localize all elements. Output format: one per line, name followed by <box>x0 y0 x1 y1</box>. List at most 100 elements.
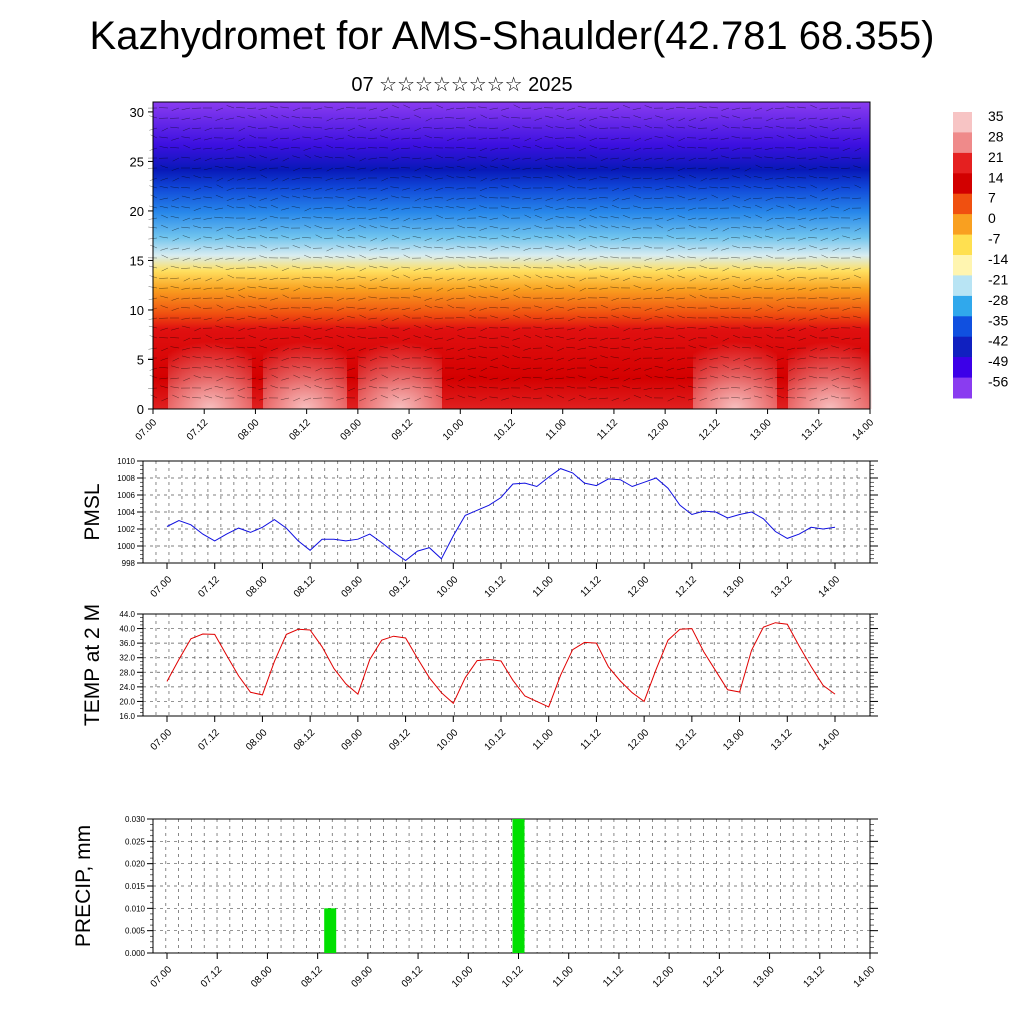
chart-subtitle: 07 ☆☆☆☆☆☆☆☆ 2025 <box>351 74 573 96</box>
colorbar-label: -56 <box>988 374 1008 390</box>
x-tick-label: 08.00 <box>244 574 270 600</box>
y-axis-label: TEMP at 2 M <box>81 604 104 726</box>
x-tick-label: 08.12 <box>299 964 325 990</box>
x-tick-label: 13.00 <box>721 727 747 753</box>
x-tick-label: 13.00 <box>748 417 774 443</box>
y-tick-label: 30 <box>130 105 144 120</box>
y-tick-label: 1002 <box>117 525 135 534</box>
temp-panel: 16.0 20.0 24.0 28.0 32.0 36.0 40.0 44.0 07.00 07.… <box>81 604 878 753</box>
y-tick-label: 0.005 <box>125 927 146 936</box>
colorbar-swatch <box>953 193 972 215</box>
y-tick-label: 1006 <box>117 491 135 500</box>
colorbar-label: -49 <box>988 353 1008 369</box>
y-tick-label: 36.0 <box>119 639 135 648</box>
y-tick-label: 10 <box>130 303 144 318</box>
x-tick-label: 14.00 <box>817 574 843 600</box>
x-tick-label: 08.12 <box>292 727 318 753</box>
warm-surface-area <box>358 334 442 409</box>
x-tick-label: 10.12 <box>483 727 509 753</box>
colorbar-swatch <box>953 377 972 399</box>
x-tick-label: 10.00 <box>435 727 461 753</box>
gridlines <box>142 461 871 563</box>
x-tick-label: 07.00 <box>149 964 175 990</box>
x-tick-label: 12.00 <box>626 727 652 753</box>
colorbar-label: -28 <box>988 292 1008 308</box>
x-tick-label: 12.00 <box>646 417 672 443</box>
x-tick-label: 08.00 <box>244 727 270 753</box>
gridlines <box>142 614 871 716</box>
temp-line <box>166 622 836 708</box>
x-tick-label: 10.00 <box>450 964 476 990</box>
colorbar-label: -21 <box>988 271 1008 287</box>
colorbar-swatch <box>953 152 972 174</box>
x-tick-label: 14.00 <box>817 727 843 753</box>
x-tick-label: 07.00 <box>149 727 175 753</box>
colorbar-label: 14 <box>988 169 1004 185</box>
y-tick-label: 32.0 <box>119 654 135 663</box>
x-tick-label: 07.12 <box>185 417 211 443</box>
x-tick-label: 12.12 <box>674 574 700 600</box>
x-tick-label: 09.12 <box>387 574 413 600</box>
y-axis-label: PMSL <box>81 483 104 540</box>
colorbar-label: 0 <box>988 210 996 226</box>
heatmap-panel: 0 5 10 15 20 25 30 07.00 07.12 08.00 08.12 09.00 09.… <box>130 101 876 443</box>
y-tick-label: 1008 <box>117 474 135 483</box>
colorbar-swatch <box>953 214 972 235</box>
x-tick-label: 07.12 <box>196 574 222 600</box>
x-tick-label: 09.00 <box>350 964 376 990</box>
x-tick-label: 11.12 <box>579 574 604 599</box>
precip-panel: 0.000 0.005 0.010 0.015 0.020 0.025 0.030 07.00… <box>72 815 878 990</box>
colorbar-label: -14 <box>988 251 1008 267</box>
x-tick-label: 07.12 <box>196 727 222 753</box>
x-tick-label: 09.00 <box>340 727 366 753</box>
y-tick-label: 0.020 <box>125 860 146 869</box>
y-tick-label: 15 <box>130 253 144 268</box>
x-tick-label: 09.12 <box>387 727 413 753</box>
x-tick-label: 09.00 <box>339 417 365 443</box>
precip-bar <box>324 908 337 953</box>
x-tick-label: 10.12 <box>500 964 526 990</box>
y-tick-label: 0.015 <box>125 882 146 891</box>
x-tick-label: 10.00 <box>441 417 467 443</box>
y-tick-label: 24.0 <box>119 683 135 692</box>
x-tick-label: 09.12 <box>400 964 426 990</box>
x-tick-label: 12.00 <box>651 964 677 990</box>
wind-barbs <box>147 104 862 402</box>
colorbar-swatch <box>953 336 972 358</box>
x-tick-label: 12.12 <box>701 964 727 990</box>
x-tick-label: 09.12 <box>390 417 416 443</box>
colorbar: 35 28 21 14 7 0 -7 -14 -21 -28 -35 -42 -49 -56 <box>953 108 1008 399</box>
x-tick-label: 09.00 <box>340 574 366 600</box>
colorbar-swatch <box>953 173 972 195</box>
colorbar-label: 7 <box>988 190 996 206</box>
x-tick-label: 14.00 <box>852 964 878 990</box>
y-tick-label: 1000 <box>117 542 135 551</box>
y-tick-label: 0.025 <box>125 837 146 846</box>
x-tick-label: 07.12 <box>199 964 225 990</box>
y-axis-label: PRECIP, mm <box>72 825 95 947</box>
y-tick-label: 1004 <box>117 508 135 517</box>
y-tick-label: 998 <box>122 559 136 568</box>
x-tick-label: 07.00 <box>134 417 160 443</box>
colorbar-swatch <box>953 295 972 317</box>
y-tick-label: 20 <box>130 204 144 219</box>
x-tick-label: 10.12 <box>483 574 509 600</box>
y-tick-label: 5 <box>137 352 144 367</box>
colorbar-label: -7 <box>988 231 1001 247</box>
chart-title: Kazhydromet for AMS-Shaulder(42.781 68.3… <box>89 14 935 58</box>
y-tick-label: 40.0 <box>119 625 135 634</box>
x-tick-label: 11.12 <box>579 727 604 752</box>
y-tick-label: 44.0 <box>119 610 135 619</box>
x-tick-label: 13.12 <box>769 574 795 600</box>
x-tick-label: 13.00 <box>721 574 747 600</box>
x-tick-label: 10.00 <box>435 574 461 600</box>
colorbar-label: 21 <box>988 149 1004 165</box>
colorbar-label: -35 <box>988 312 1008 328</box>
y-tick-label: 25 <box>130 154 144 169</box>
precip-bar <box>512 819 525 953</box>
warm-surface-area <box>168 334 252 409</box>
x-tick-label: 13.00 <box>751 964 777 990</box>
pmsl-panel: 998 1000 1002 1004 1006 1008 1010 07.00 07.12 08.… <box>81 457 878 600</box>
colorbar-label: -42 <box>988 333 1008 349</box>
